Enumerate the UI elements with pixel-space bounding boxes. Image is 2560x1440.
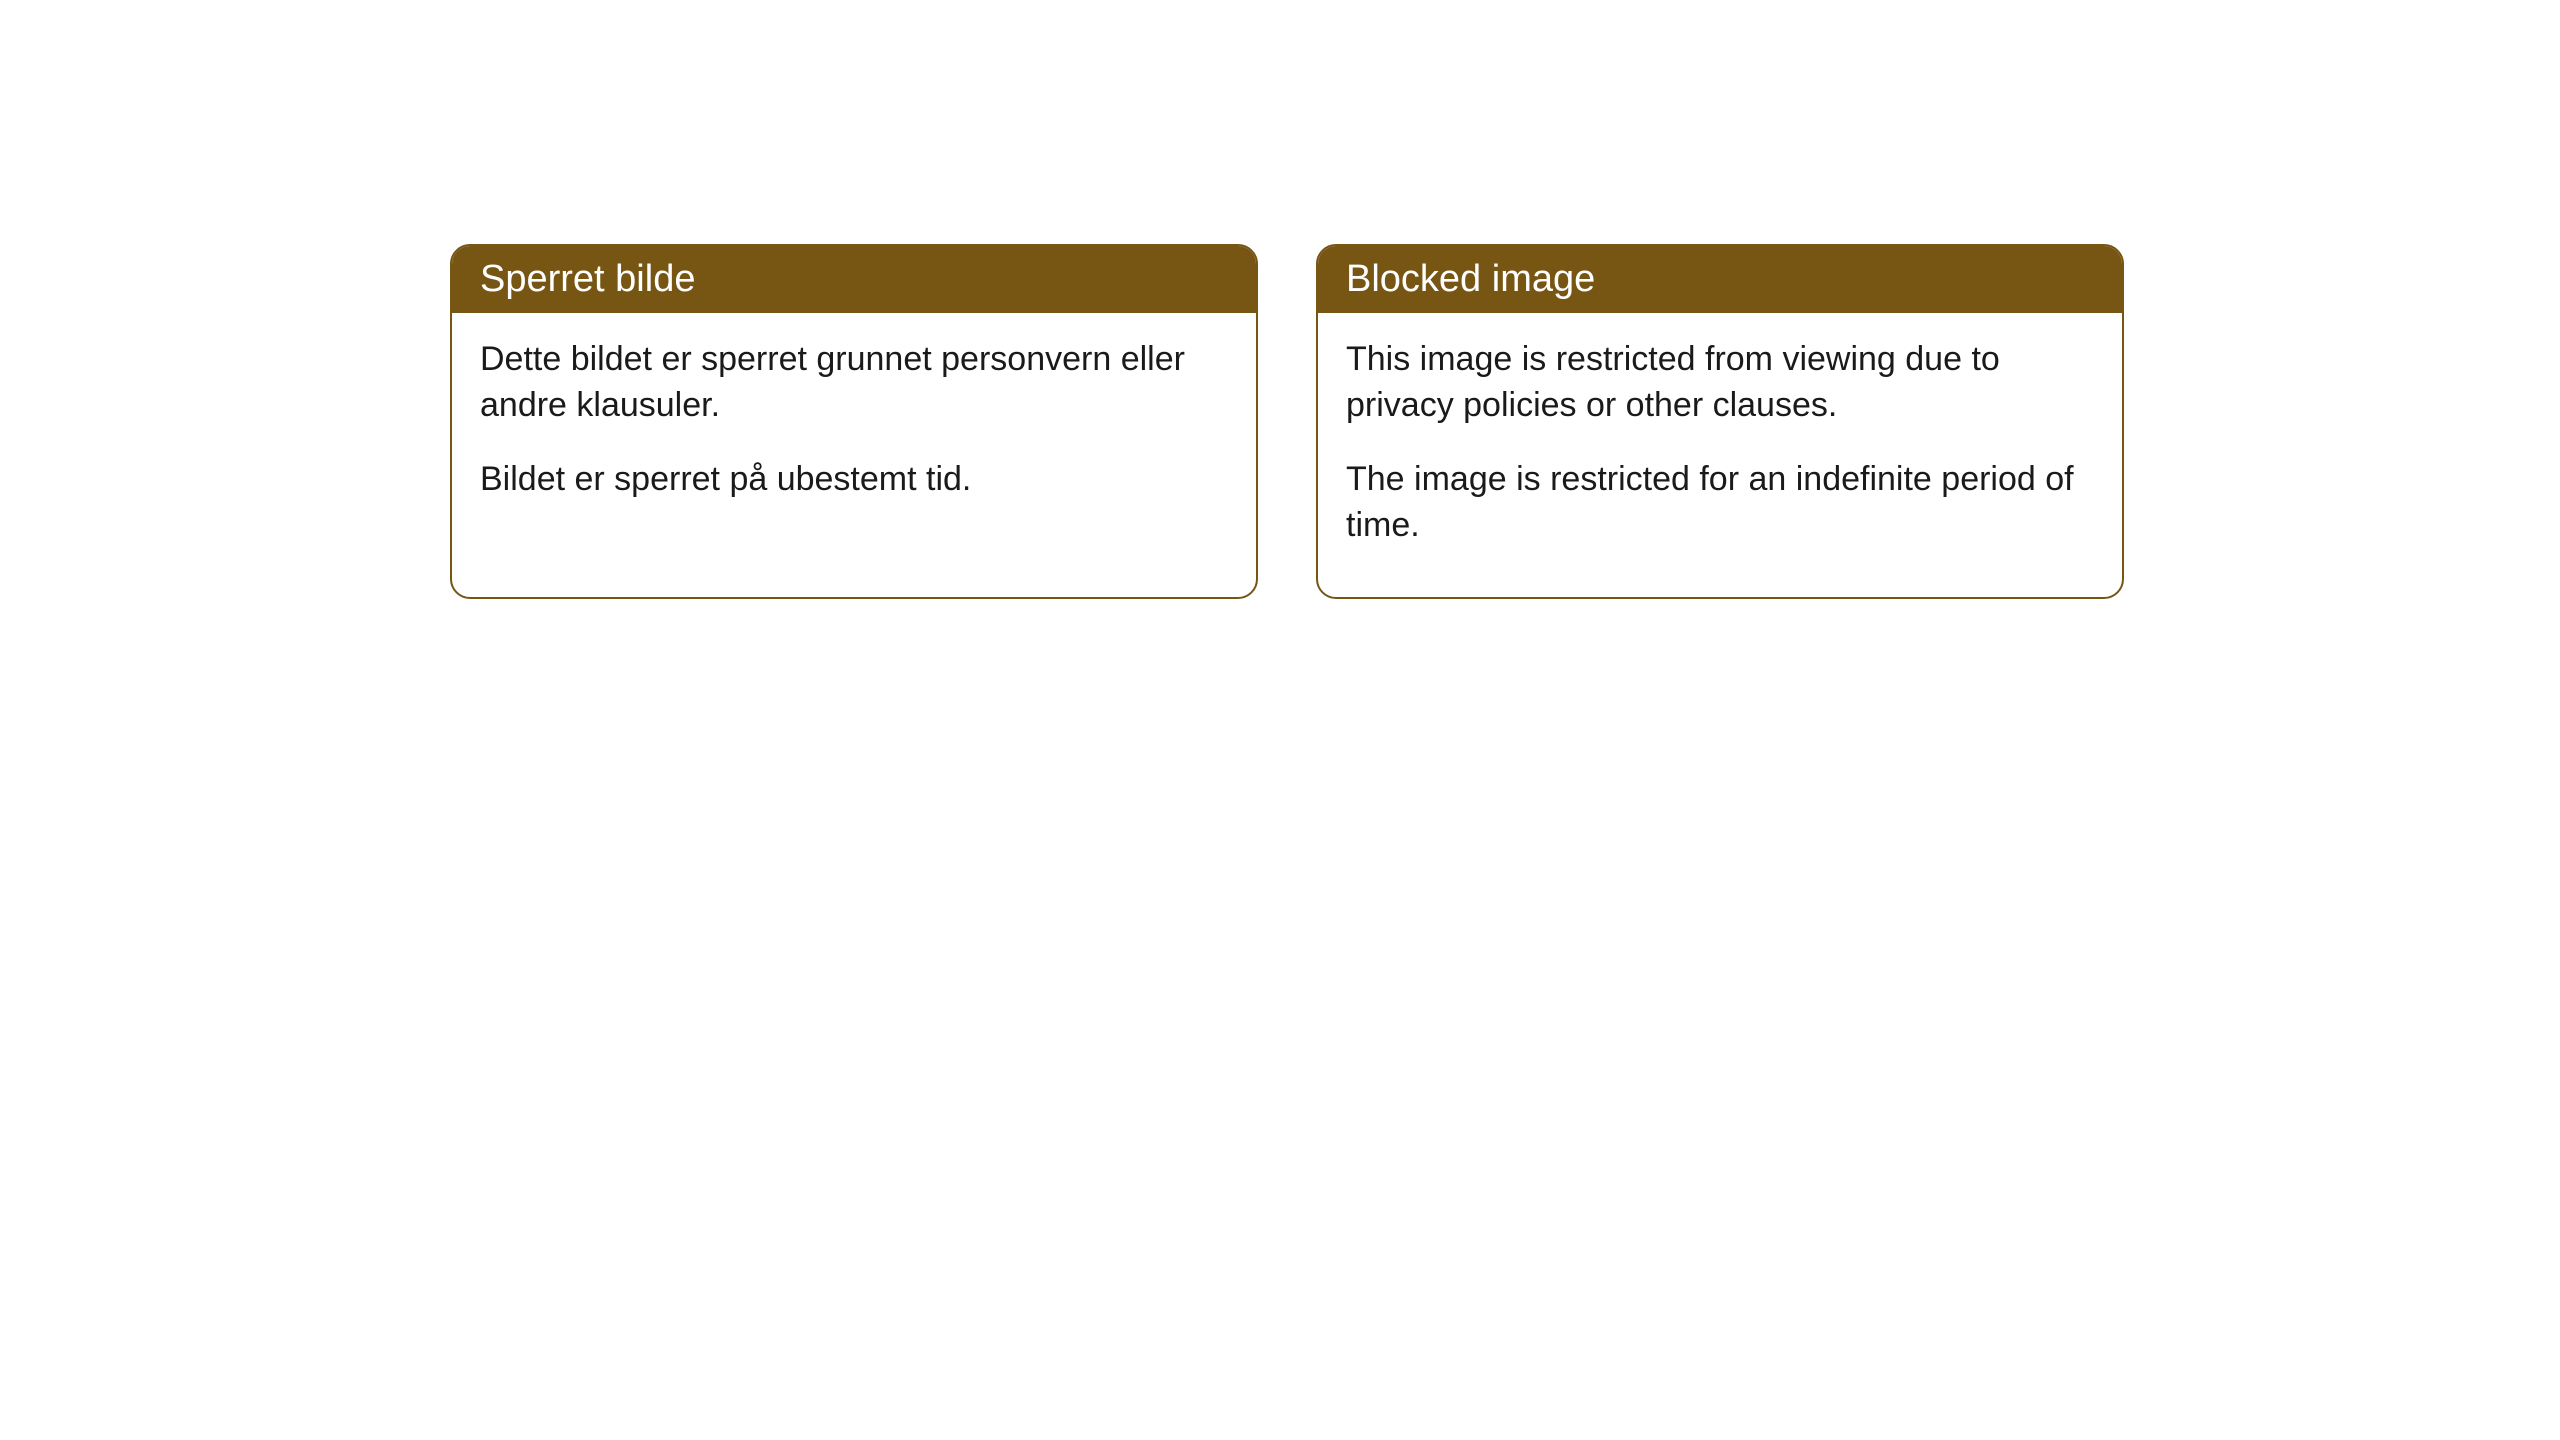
card-body: This image is restricted from viewing du… (1318, 313, 2122, 597)
card-paragraph: The image is restricted for an indefinit… (1346, 457, 2094, 549)
blocked-image-card-english: Blocked image This image is restricted f… (1316, 244, 2124, 599)
card-title: Sperret bilde (480, 258, 695, 300)
card-body: Dette bildet er sperret grunnet personve… (452, 313, 1256, 551)
card-header: Sperret bilde (452, 246, 1256, 313)
card-title: Blocked image (1346, 258, 1595, 300)
card-paragraph: Bildet er sperret på ubestemt tid. (480, 457, 1228, 503)
card-paragraph: Dette bildet er sperret grunnet personve… (480, 337, 1228, 429)
card-paragraph: This image is restricted from viewing du… (1346, 337, 2094, 429)
notice-cards-container: Sperret bilde Dette bildet er sperret gr… (450, 244, 2124, 599)
card-header: Blocked image (1318, 246, 2122, 313)
blocked-image-card-norwegian: Sperret bilde Dette bildet er sperret gr… (450, 244, 1258, 599)
